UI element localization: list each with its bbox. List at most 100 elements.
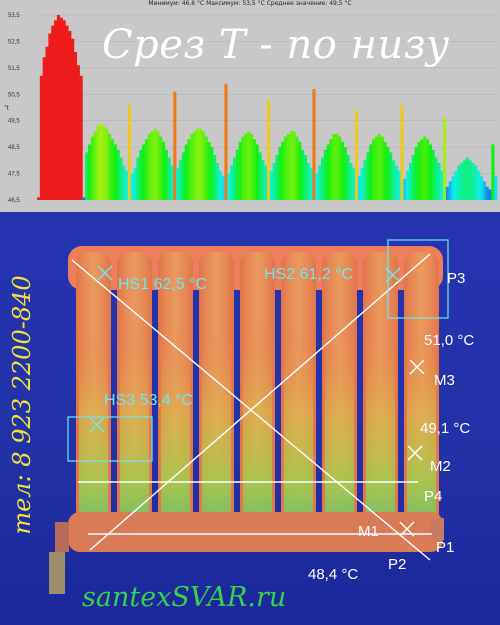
p4-label: P4 bbox=[424, 488, 443, 505]
chart-bar bbox=[173, 91, 177, 200]
chart-bar bbox=[494, 176, 498, 200]
chart-bar bbox=[323, 149, 327, 200]
hs1-label: HS1 62,5 °C bbox=[118, 276, 208, 293]
y-tick-label: 52,5 bbox=[8, 39, 20, 45]
chart-bar bbox=[426, 139, 430, 200]
p2-value: 48,4 °C bbox=[308, 566, 359, 583]
chart-bar bbox=[37, 197, 41, 200]
chart-bar bbox=[443, 118, 447, 200]
chart-bar bbox=[79, 75, 83, 200]
chart-bar bbox=[45, 46, 49, 201]
chart-bar bbox=[147, 133, 151, 200]
chart-bar bbox=[335, 133, 339, 200]
radiator-section-cooling bbox=[325, 322, 354, 522]
chart-bar bbox=[400, 104, 404, 200]
chart-bar bbox=[488, 189, 492, 200]
chart-bar bbox=[445, 186, 450, 200]
chart-bar bbox=[227, 173, 231, 200]
chart-bar bbox=[272, 163, 276, 200]
radiator-section-cooling bbox=[407, 322, 436, 522]
chart-bar bbox=[471, 163, 475, 200]
chart-bar bbox=[320, 157, 325, 200]
chart-bar bbox=[337, 136, 342, 200]
chart-bar bbox=[275, 155, 279, 200]
phone-text: тел: 8 923 2200-840 bbox=[8, 275, 36, 535]
chart-bar bbox=[258, 152, 262, 200]
chart-bar bbox=[448, 181, 452, 200]
chart-bar bbox=[139, 149, 143, 200]
chart-bar bbox=[48, 33, 52, 200]
y-tick-label: 48,5 bbox=[8, 145, 20, 151]
chart-bar bbox=[315, 173, 319, 200]
chart-bar bbox=[249, 133, 254, 200]
chart-bar bbox=[96, 126, 100, 200]
chart-bar bbox=[343, 147, 347, 200]
y-tick-label: 51,5 bbox=[8, 66, 20, 72]
chart-bar bbox=[235, 149, 239, 200]
chart-bar bbox=[366, 152, 370, 200]
radiator-section-cooling bbox=[366, 322, 395, 522]
chart-bar bbox=[460, 163, 464, 200]
radiator-thermogram bbox=[49, 239, 449, 594]
chart-bar bbox=[255, 144, 259, 200]
chart-bar bbox=[352, 168, 356, 200]
chart-bar bbox=[187, 139, 191, 200]
chart-bar bbox=[482, 181, 486, 200]
chart-bar bbox=[110, 139, 114, 200]
chart-bar bbox=[485, 186, 489, 200]
temperature-chart-panel: 53,5 52,5 51,5 50,5 49,5 48,5 47,5 46,5 °t Мини… bbox=[0, 0, 500, 212]
chart-bar bbox=[181, 152, 185, 200]
chart-stats-line: Минимум: 46,6 °C Максимум: 53,5 °C Средн… bbox=[148, 0, 352, 7]
chart-bar bbox=[88, 144, 92, 200]
radiator-section-cooling bbox=[284, 322, 313, 522]
chart-bar bbox=[73, 52, 78, 200]
chart-bar bbox=[193, 131, 197, 200]
m3-label: M3 bbox=[434, 372, 455, 389]
chart-bar bbox=[363, 160, 367, 200]
chart-bar bbox=[133, 168, 137, 200]
m1-label: M1 bbox=[358, 523, 379, 540]
chart-bar bbox=[201, 131, 205, 200]
chart-bar bbox=[298, 141, 302, 200]
chart-bar bbox=[215, 163, 220, 200]
y-axis-label: °t bbox=[4, 104, 9, 112]
chart-bar bbox=[479, 176, 484, 200]
chart-bar bbox=[42, 57, 46, 200]
chart-bar bbox=[289, 131, 293, 200]
chart-bar bbox=[125, 170, 129, 200]
chart-bar bbox=[465, 157, 469, 200]
chart-bar bbox=[329, 139, 333, 200]
chart-bar bbox=[355, 110, 359, 200]
chart-bar bbox=[176, 168, 180, 200]
chart-bar bbox=[434, 157, 438, 200]
chart-bar bbox=[198, 128, 202, 200]
chart-bar bbox=[116, 149, 120, 200]
chart-bar bbox=[210, 147, 214, 200]
chart-bar bbox=[221, 176, 225, 200]
chart-bar bbox=[303, 155, 308, 200]
radiator-section-cooling bbox=[161, 322, 190, 522]
chart-bar bbox=[380, 136, 384, 200]
chart-bar bbox=[62, 20, 66, 200]
chart-overlay-title: Срез Т - по низу bbox=[102, 22, 450, 68]
chart-bar bbox=[332, 133, 336, 200]
chart-bar bbox=[204, 136, 208, 200]
y-tick-label: 50,5 bbox=[8, 92, 20, 98]
hs2-label: HS2 61,2 °C bbox=[264, 266, 354, 283]
chart-bar bbox=[238, 141, 242, 200]
marker-crosses bbox=[89, 265, 425, 537]
chart-bar bbox=[170, 165, 174, 200]
radiator-section-cooling bbox=[243, 322, 272, 522]
radiator-section-cooling bbox=[202, 322, 231, 522]
chart-bar bbox=[326, 144, 330, 200]
y-tick-label: 49,5 bbox=[8, 119, 20, 125]
chart-bar bbox=[218, 170, 222, 200]
chart-bar bbox=[369, 144, 373, 200]
chart-bar bbox=[406, 170, 410, 200]
chart-bar bbox=[156, 131, 160, 200]
chart-bar bbox=[386, 147, 390, 200]
chart-bar bbox=[357, 176, 361, 200]
chart-bar bbox=[130, 173, 134, 200]
chart-bar bbox=[269, 170, 273, 200]
chart-bar bbox=[142, 144, 146, 200]
